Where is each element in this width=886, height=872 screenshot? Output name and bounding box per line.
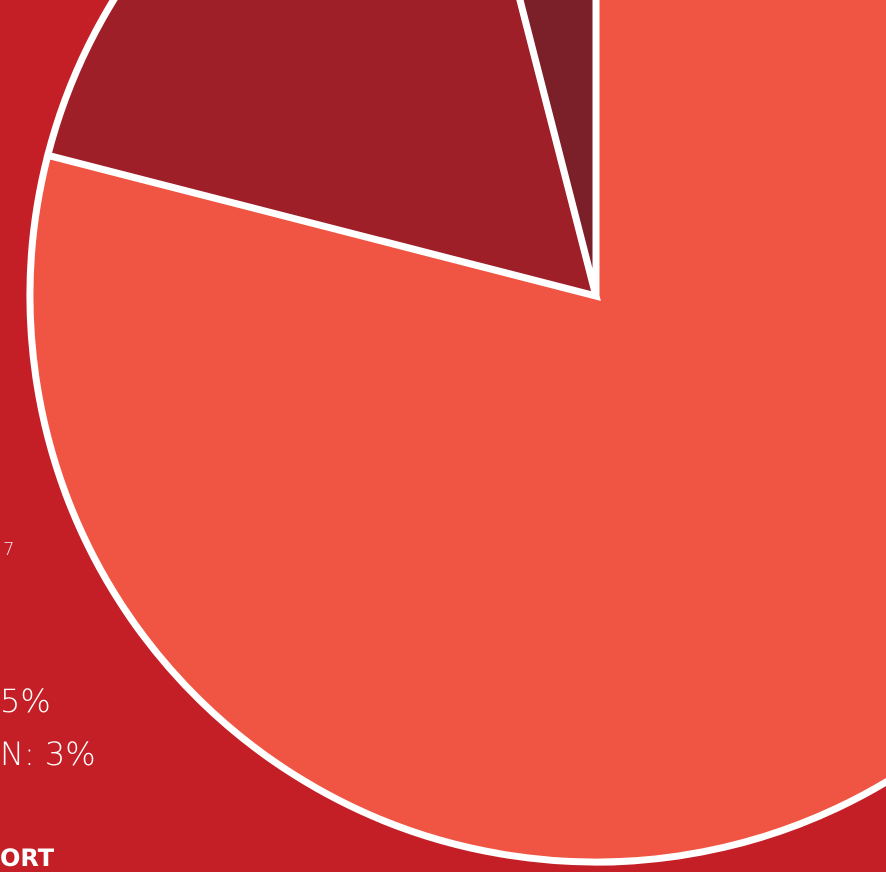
footer-fragment-text: ORT xyxy=(0,844,55,872)
pie-slice-2 xyxy=(43,0,601,301)
legend-fragment-line-a: 5% xyxy=(0,682,51,720)
pie-slice-3 xyxy=(516,0,600,297)
pie-slices xyxy=(26,0,886,866)
pie-slice-1 xyxy=(26,0,886,866)
year-fragment-text: 7 xyxy=(3,539,15,560)
legend-fragment-line-b: N: 3% xyxy=(0,735,96,773)
